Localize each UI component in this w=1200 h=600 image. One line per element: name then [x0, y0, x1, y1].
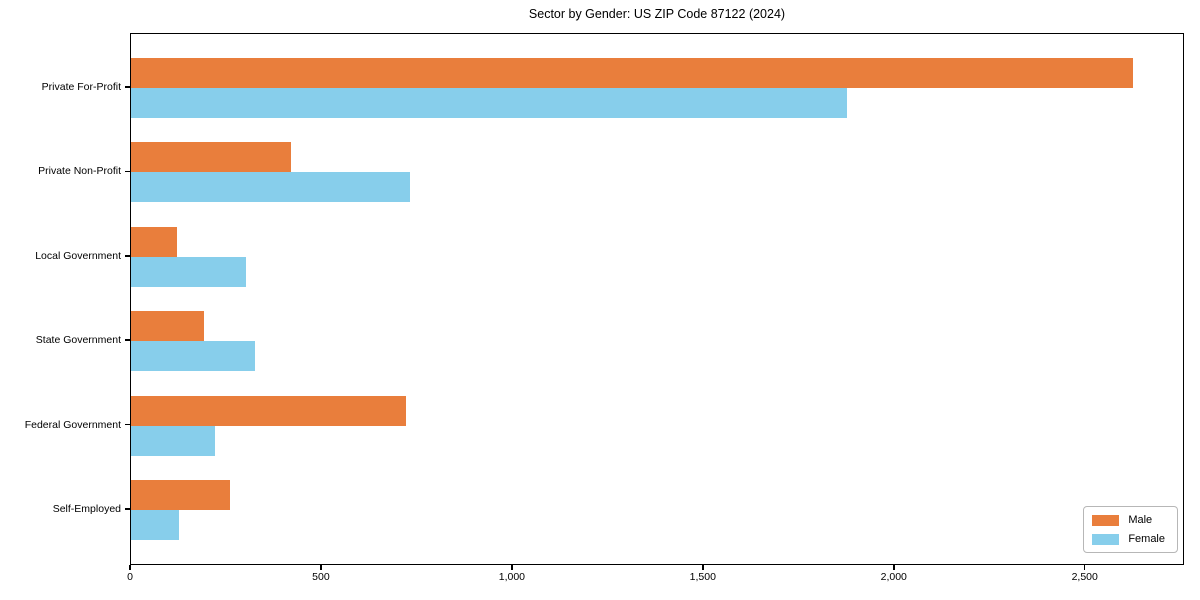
legend-label-female: Female — [1128, 533, 1165, 545]
chart-title: Sector by Gender: US ZIP Code 87122 (202… — [528, 7, 786, 21]
x-tick-label-3: 1,500 — [689, 571, 716, 583]
legend-label-male: Male — [1128, 514, 1153, 526]
y-tick-label-3: State Government — [35, 334, 121, 347]
legend-item-male: Male — [1092, 514, 1165, 526]
legend-swatch-female-icon — [1092, 533, 1120, 545]
y-tick-mark-5 — [125, 508, 130, 510]
bar-female-4 — [131, 425, 215, 456]
bar-male-2 — [131, 226, 177, 257]
plot-area — [130, 33, 1184, 565]
y-tick-label-5: Self-Employed — [52, 503, 121, 515]
legend: Male Female — [1083, 506, 1178, 553]
bar-female-3 — [131, 341, 256, 372]
legend-swatch-male-icon — [1092, 514, 1120, 526]
bar-female-0 — [131, 88, 847, 118]
x-tick-label-1: 500 — [312, 571, 330, 583]
y-tick-mark-3 — [125, 339, 130, 341]
x-tick-mark-0 — [129, 565, 131, 570]
bar-female-1 — [131, 172, 410, 203]
y-tick-label-4: Federal Government — [24, 418, 121, 431]
x-tick-mark-1 — [320, 565, 322, 570]
bar-male-0 — [131, 58, 1134, 88]
bar-male-5 — [131, 480, 231, 510]
bar-male-1 — [131, 142, 292, 173]
x-tick-mark-5 — [1083, 565, 1086, 570]
x-tick-label-0: 0 — [127, 571, 133, 583]
x-tick-label-2: 1,000 — [498, 571, 526, 583]
bar-male-4 — [131, 395, 406, 426]
y-tick-label-0: Private For-Profit — [41, 81, 121, 93]
x-tick-mark-4 — [893, 565, 895, 570]
y-tick-mark-1 — [125, 170, 130, 173]
y-tick-label-2: Local Government — [35, 249, 121, 262]
y-tick-mark-2 — [125, 255, 130, 257]
legend-item-female: Female — [1092, 533, 1165, 545]
x-tick-label-5: 2,500 — [1071, 571, 1098, 583]
x-tick-label-4: 2,000 — [880, 571, 907, 583]
x-tick-mark-2 — [511, 565, 513, 570]
y-tick-mark-4 — [125, 423, 130, 426]
bar-female-5 — [131, 510, 179, 540]
x-tick-mark-3 — [702, 565, 704, 570]
y-tick-mark-0 — [125, 86, 130, 88]
bar-female-2 — [131, 256, 246, 287]
bar-male-3 — [131, 311, 204, 342]
y-tick-label-1: Private Non-Profit — [38, 165, 121, 178]
